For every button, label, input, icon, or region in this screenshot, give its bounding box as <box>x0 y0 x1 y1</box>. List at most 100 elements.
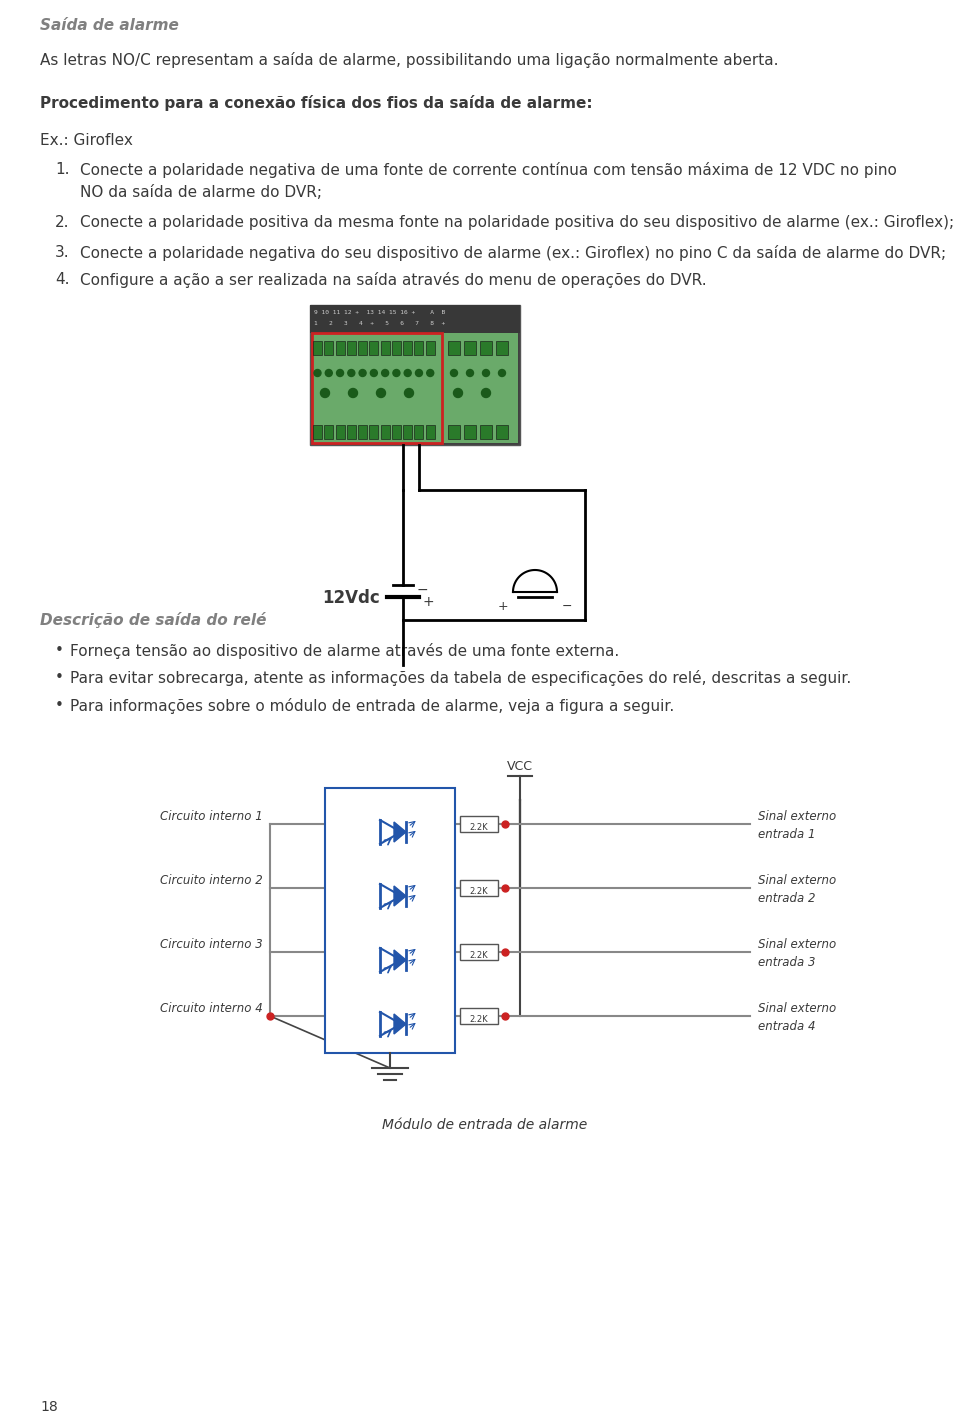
Text: 2.: 2. <box>55 215 69 229</box>
Circle shape <box>416 370 422 377</box>
Text: As letras NO/C representam a saída de alarme, possibilitando uma ligação normalm: As letras NO/C representam a saída de al… <box>40 52 779 68</box>
Bar <box>460 879 498 896</box>
Bar <box>464 341 476 355</box>
Bar <box>370 425 378 439</box>
Bar <box>358 425 367 439</box>
Text: Configure a ação a ser realizada na saída através do menu de operações do DVR.: Configure a ação a ser realizada na saíd… <box>80 272 707 287</box>
Text: Descrição de saída do relé: Descrição de saída do relé <box>40 612 267 629</box>
Text: Circuito interno 4: Circuito interno 4 <box>160 1003 263 1015</box>
Bar <box>392 341 401 355</box>
Circle shape <box>467 370 473 377</box>
Bar <box>347 341 356 355</box>
Bar <box>480 341 492 355</box>
Text: Circuito interno 2: Circuito interno 2 <box>160 874 263 886</box>
Bar <box>370 341 378 355</box>
Bar <box>460 944 498 960</box>
Text: Circuito interno 1: Circuito interno 1 <box>160 810 263 823</box>
Text: Forneça tensão ao dispositivo de alarme através de uma fonte externa.: Forneça tensão ao dispositivo de alarme … <box>70 643 619 658</box>
Bar <box>313 341 322 355</box>
Bar <box>392 425 401 439</box>
Text: Saída de alarme: Saída de alarme <box>40 18 179 33</box>
Bar <box>460 1008 498 1024</box>
Text: •: • <box>55 670 64 685</box>
Text: Conecte a polaridade positiva da mesma fonte na polaridade positiva do seu dispo: Conecte a polaridade positiva da mesma f… <box>80 215 954 229</box>
Text: 18: 18 <box>40 1400 58 1415</box>
Polygon shape <box>513 571 557 592</box>
Text: 3.: 3. <box>55 245 70 261</box>
Circle shape <box>393 370 400 377</box>
Text: 1.: 1. <box>55 161 69 177</box>
Circle shape <box>482 388 491 398</box>
Text: +: + <box>497 600 508 613</box>
Circle shape <box>314 370 321 377</box>
Circle shape <box>359 370 366 377</box>
Circle shape <box>376 388 386 398</box>
Text: Sinal externo: Sinal externo <box>758 1003 836 1015</box>
Bar <box>448 341 460 355</box>
Text: •: • <box>55 698 64 714</box>
Text: −: − <box>417 583 428 598</box>
Text: 2.2K: 2.2K <box>469 952 489 960</box>
Text: Sinal externo: Sinal externo <box>758 810 836 823</box>
Circle shape <box>321 388 329 398</box>
Text: 4.: 4. <box>55 272 69 287</box>
Text: entrada 3: entrada 3 <box>758 956 815 969</box>
Text: 9 10 11 12 +  13 14 15 16 +    A  B: 9 10 11 12 + 13 14 15 16 + A B <box>314 310 445 314</box>
Text: 12Vdc: 12Vdc <box>322 589 380 607</box>
Bar <box>460 816 498 833</box>
Circle shape <box>498 370 506 377</box>
Circle shape <box>348 370 355 377</box>
Text: Conecte a polaridade negativa de uma fonte de corrente contínua com tensão máxim: Conecte a polaridade negativa de uma fon… <box>80 161 897 178</box>
Circle shape <box>404 388 414 398</box>
Bar <box>415 341 423 355</box>
Bar <box>403 341 412 355</box>
Circle shape <box>325 370 332 377</box>
Bar <box>313 425 322 439</box>
Bar <box>312 333 518 443</box>
Text: +: + <box>423 595 435 609</box>
Circle shape <box>453 388 463 398</box>
Bar <box>310 304 520 445</box>
Circle shape <box>450 370 458 377</box>
Bar <box>347 425 356 439</box>
Text: Sinal externo: Sinal externo <box>758 874 836 886</box>
Bar <box>324 341 333 355</box>
Text: 2.2K: 2.2K <box>469 886 489 896</box>
Bar <box>336 425 345 439</box>
Text: Ex.: Giroflex: Ex.: Giroflex <box>40 133 132 149</box>
Bar <box>425 425 435 439</box>
Text: entrada 2: entrada 2 <box>758 892 815 905</box>
Circle shape <box>371 370 377 377</box>
Circle shape <box>483 370 490 377</box>
Polygon shape <box>394 1014 406 1034</box>
Text: Sinal externo: Sinal externo <box>758 937 836 952</box>
Text: Circuito interno 3: Circuito interno 3 <box>160 937 263 952</box>
Text: 2.2K: 2.2K <box>469 823 489 833</box>
Bar <box>496 341 508 355</box>
Text: 2.2K: 2.2K <box>469 1015 489 1024</box>
Text: •: • <box>55 643 64 658</box>
Circle shape <box>427 370 434 377</box>
Text: Conecte a polaridade negativa do seu dispositivo de alarme (ex.: Giroflex) no pi: Conecte a polaridade negativa do seu dis… <box>80 245 947 261</box>
Polygon shape <box>394 823 406 843</box>
Bar <box>358 341 367 355</box>
Text: Módulo de entrada de alarme: Módulo de entrada de alarme <box>382 1119 588 1131</box>
Text: VCC: VCC <box>507 760 533 773</box>
Bar <box>480 425 492 439</box>
Bar <box>325 787 455 1054</box>
Text: Procedimento para a conexão física dos fios da saída de alarme:: Procedimento para a conexão física dos f… <box>40 95 592 110</box>
Circle shape <box>382 370 389 377</box>
Bar <box>380 341 390 355</box>
Bar <box>415 425 423 439</box>
Polygon shape <box>394 950 406 970</box>
Bar <box>464 425 476 439</box>
Circle shape <box>337 370 344 377</box>
Text: entrada 1: entrada 1 <box>758 828 815 841</box>
Bar <box>336 341 345 355</box>
Text: NO da saída de alarme do DVR;: NO da saída de alarme do DVR; <box>80 185 322 200</box>
Bar <box>310 304 520 333</box>
Bar <box>380 425 390 439</box>
Bar <box>324 425 333 439</box>
Bar <box>448 425 460 439</box>
Circle shape <box>404 370 411 377</box>
